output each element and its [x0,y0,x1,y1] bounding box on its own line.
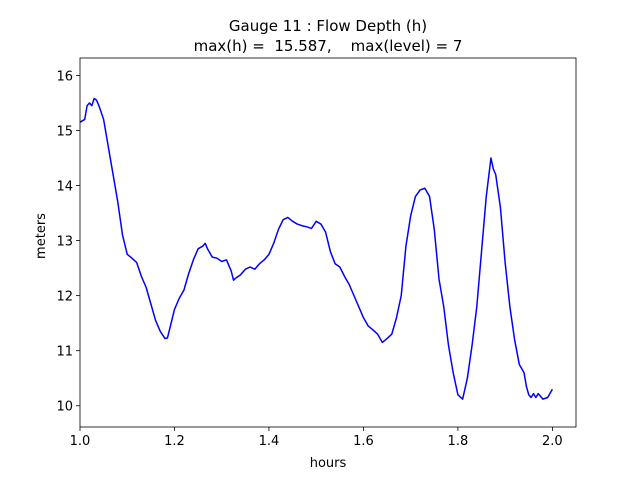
y-tick-label: 13 [56,235,73,250]
x-tick-label: 2.0 [542,434,563,449]
x-tick-label: 1.6 [353,434,374,449]
y-tick-label: 16 [56,69,73,84]
x-tick-label: 1.8 [448,434,469,449]
y-tick-label: 10 [56,400,73,415]
y-tick-label: 12 [56,290,73,305]
y-tick-label: 11 [56,345,73,360]
data-line [79,97,554,400]
x-tick-label: 1.4 [259,434,280,449]
y-axis-label: meters [34,213,49,259]
plot-frame [79,57,577,428]
x-tick-label: 1.0 [70,434,91,449]
chart-title: Gauge 11 : Flow Depth (h) [229,17,427,35]
x-axis-label: hours [310,456,347,471]
chart-subtitle: max(h) = 15.587, max(level) = 7 [194,37,463,55]
y-tick-label: 14 [56,180,73,195]
y-tick-label: 15 [56,124,73,139]
x-tick-label: 1.2 [164,434,185,449]
